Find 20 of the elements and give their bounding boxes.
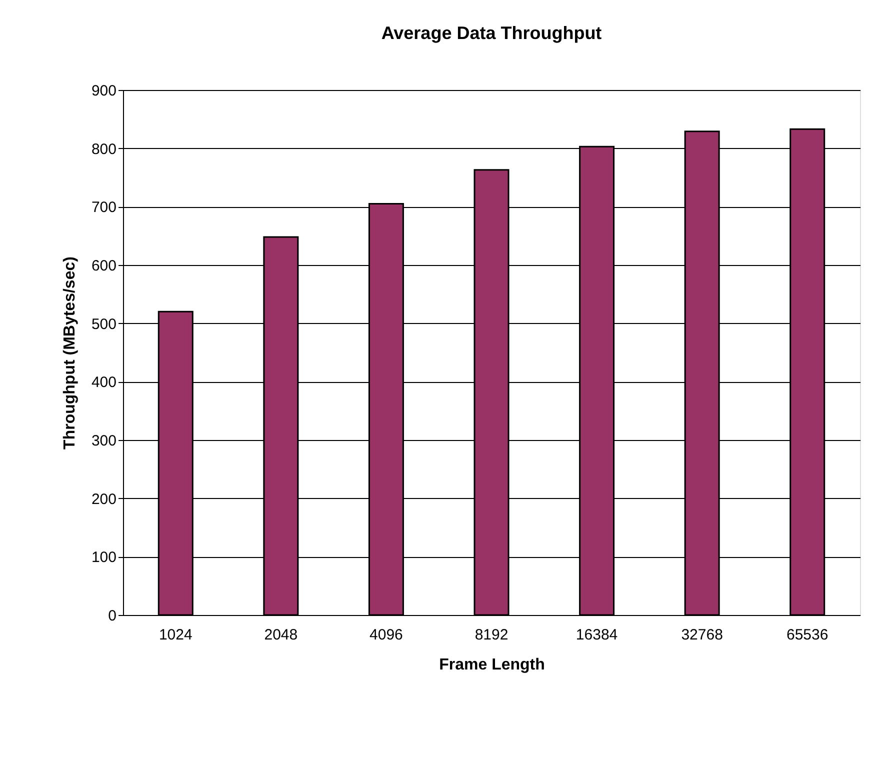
chart-title: Average Data Throughput: [381, 23, 602, 43]
y-tick-label: 200: [91, 490, 116, 508]
x-tick-label: 65536: [786, 626, 828, 644]
x-tick-label: 2048: [264, 626, 298, 644]
x-tick-label: 1024: [158, 626, 192, 644]
y-tick-label: 600: [91, 258, 116, 274]
y-tick-label: 100: [91, 549, 116, 566]
y-tick-label: 700: [91, 199, 116, 216]
y-tick-label: 300: [91, 432, 116, 450]
x-tick-label: 32768: [681, 626, 723, 644]
x-tick-label: 8192: [474, 626, 508, 644]
y-tick-label: 0: [108, 608, 116, 624]
y-tick-label: 400: [91, 374, 116, 392]
y-tick-label: 500: [91, 316, 116, 333]
y-tick-label: 800: [91, 140, 116, 158]
y-tick-label: 900: [91, 82, 116, 100]
x-tick-label: 16384: [576, 626, 618, 644]
y-axis-title: Throughput (MBytes/sec): [61, 256, 78, 450]
x-tick-label: 4096: [370, 626, 403, 644]
x-axis-title: Frame Length: [439, 656, 545, 674]
